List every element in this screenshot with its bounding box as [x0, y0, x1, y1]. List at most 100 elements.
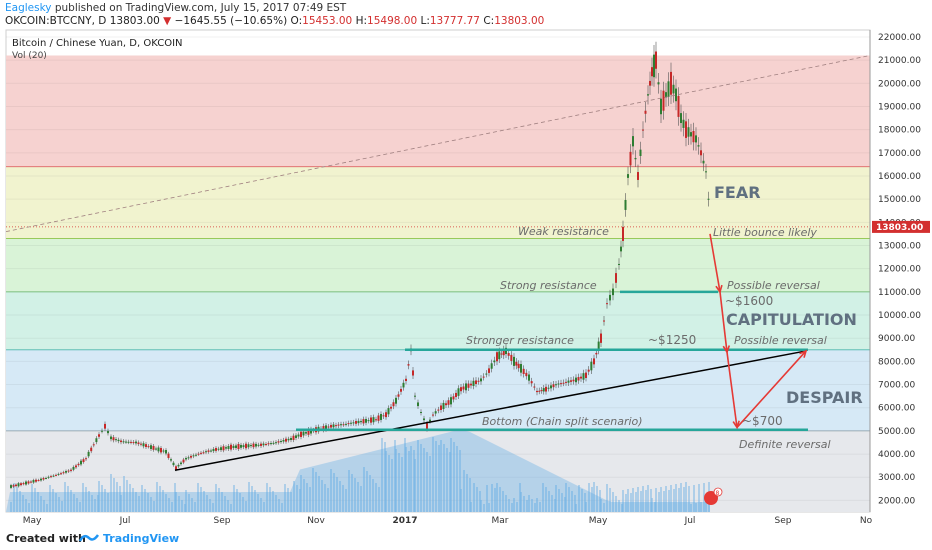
- volume-bar: [675, 484, 677, 512]
- candle-body: [95, 438, 98, 443]
- candle-body: [533, 386, 536, 388]
- y-tick-label: 5000.00: [878, 427, 915, 437]
- strong-resistance-label: Strong resistance: [500, 279, 597, 292]
- candle-body: [587, 369, 590, 372]
- candle-body: [252, 443, 255, 448]
- volume-bar: [432, 437, 434, 512]
- volume-bar: [558, 489, 560, 512]
- volume-bar: [528, 495, 530, 512]
- candle-body: [530, 381, 533, 384]
- volume-bar: [55, 493, 57, 512]
- candle-body: [327, 426, 330, 428]
- volume-bar: [82, 483, 84, 512]
- volume-bar: [647, 485, 649, 512]
- candle-body: [342, 424, 345, 426]
- candle-body: [547, 387, 550, 389]
- volume-bar: [138, 496, 140, 512]
- candle-body: [382, 415, 385, 417]
- volume-bar: [678, 488, 680, 512]
- candle-body: [682, 119, 685, 128]
- candle-body: [222, 446, 225, 451]
- author-link[interactable]: Eaglesky: [5, 2, 52, 14]
- volume-bar: [505, 495, 507, 512]
- volume-bar: [593, 482, 595, 512]
- candle-body: [25, 481, 27, 485]
- x-tick-label: Sep: [775, 516, 792, 526]
- candle-body: [705, 171, 707, 173]
- candle-body: [565, 381, 567, 383]
- candle-body: [412, 370, 414, 376]
- candle-body: [90, 447, 93, 452]
- volume-bar: [565, 483, 567, 512]
- candle-body: [515, 361, 518, 366]
- volume-bar: [632, 488, 634, 512]
- volume-bar: [414, 459, 416, 512]
- candle-body: [620, 246, 622, 252]
- candle-body: [402, 382, 405, 388]
- volume-bar: [405, 447, 407, 512]
- close-value: 13803.00: [494, 15, 545, 27]
- candle-body: [270, 443, 272, 445]
- volume-bar: [423, 448, 425, 512]
- candle-body: [482, 376, 485, 378]
- candle-body: [262, 443, 265, 446]
- tradingview-brand-link[interactable]: TradingView: [103, 532, 180, 545]
- volume-bar: [513, 498, 515, 512]
- volume-bar: [435, 441, 437, 512]
- volume-bar: [315, 472, 317, 512]
- candle-body: [525, 372, 528, 377]
- volume-bar: [181, 500, 183, 512]
- volume-bar: [630, 493, 632, 512]
- candle-body: [350, 422, 352, 424]
- candle-body: [612, 288, 614, 296]
- volume-bar: [330, 469, 332, 512]
- volume-bar: [159, 486, 161, 512]
- volume-bar: [284, 484, 286, 512]
- chart-title: Bitcoin / Chinese Yuan, D, OKCOIN: [12, 38, 183, 49]
- volume-bar: [224, 496, 226, 512]
- candle-body: [360, 421, 362, 423]
- projection-segment: [709, 233, 721, 292]
- publish-info: published on TradingView.com, July 15, 2…: [54, 2, 347, 14]
- volume-bar: [321, 480, 323, 512]
- volume-bar: [473, 483, 475, 512]
- volume-bar: [191, 498, 193, 512]
- volume-bar: [296, 485, 298, 512]
- volume-bar: [94, 499, 96, 512]
- volume-bar: [574, 495, 576, 512]
- volume-bar: [218, 488, 220, 512]
- volume-bar: [70, 490, 72, 512]
- candle-body: [62, 472, 65, 474]
- candle-body: [57, 473, 60, 475]
- tradingview-logo-icon[interactable]: [78, 531, 100, 545]
- x-tick-label: 2017: [392, 516, 417, 526]
- volume-bar: [126, 480, 128, 512]
- candle-body: [660, 98, 662, 115]
- candle-body: [140, 443, 142, 445]
- y-tick-label: 12000.00: [878, 265, 921, 275]
- volume-bar: [480, 500, 482, 512]
- axes: 2000.00 3000.00 4000.00 5000.00 6000.00 7000.…: [23, 30, 930, 526]
- candle-body: [155, 448, 157, 450]
- candle-body: [657, 82, 660, 85]
- volume-bar: [91, 495, 93, 512]
- y-tick-label: 13000.00: [878, 242, 921, 252]
- volume-bar: [101, 485, 103, 512]
- candle-body: [522, 368, 525, 375]
- candle-body: [45, 477, 47, 479]
- candle-body: [392, 402, 395, 407]
- candle-body: [332, 424, 335, 428]
- candle-body: [130, 441, 132, 443]
- candle-body: [170, 459, 172, 461]
- candle-body: [572, 379, 575, 382]
- candle-body: [112, 437, 115, 441]
- event-badge-count: 8: [716, 490, 720, 497]
- volume-bar: [209, 499, 211, 512]
- candle-body: [82, 459, 85, 463]
- candle-body: [120, 440, 122, 443]
- event-badge-count-bg: [713, 487, 723, 497]
- volume-bar: [520, 492, 522, 512]
- volume-bar: [640, 491, 642, 512]
- volume-bar: [568, 487, 570, 512]
- candle-body: [702, 160, 705, 164]
